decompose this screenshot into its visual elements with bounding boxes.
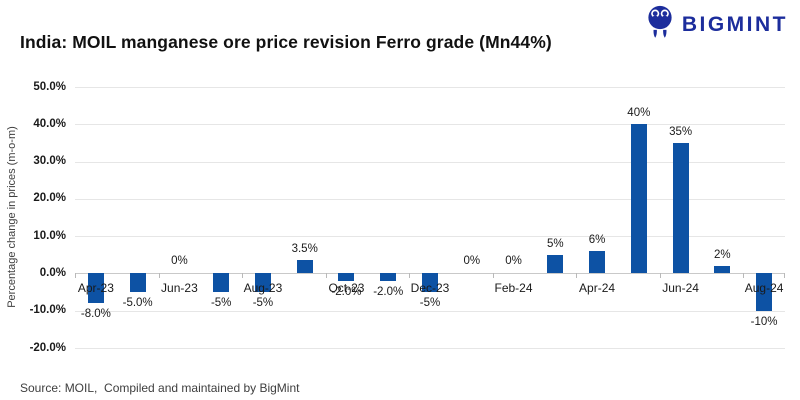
x-axis-label-Oct-23: Oct-23 [328,281,365,296]
x-axis-label-Jun-23: Jun-23 [161,281,198,296]
bigmint-people-icon [645,4,675,45]
x-axis-label-Dec-23: Dec-23 [410,281,450,296]
data-label-Sep-23: 3.5% [291,243,318,256]
data-label-Jul-23: -5% [210,297,232,310]
data-label-Nov-23: -2.0% [373,285,404,298]
gridline [75,348,785,349]
y-axis-tick-label: -20.0% [29,341,66,354]
bigmint-logo: BIGMINT [645,4,788,45]
gridline [75,124,785,126]
source-note: Source: MOIL, Compiled and maintained by… [20,381,300,395]
gridline [75,87,785,88]
data-label-Dec-23: -5% [419,297,441,310]
x-axis-tick-mark [158,273,160,279]
x-axis-tick-mark [576,273,578,279]
x-axis-tick-mark [743,273,745,279]
data-label-Jun-24: 35% [669,125,693,138]
x-axis-label-Aug-23: Aug-23 [243,281,283,296]
bar-Oct-23[interactable] [338,273,355,281]
y-axis-tick-label: -10.0% [29,304,66,317]
bar-Aug-23[interactable] [254,273,271,293]
y-axis-tick-label: 40.0% [33,117,66,130]
x-axis-tick-mark [409,273,411,279]
bar-Jun-24[interactable] [672,142,689,274]
x-axis-tick-mark [784,273,785,279]
data-label-Mar-24: 5% [546,237,564,250]
data-label-May-24: 40% [627,107,651,120]
bar-May-23[interactable] [129,273,146,293]
gridline [75,236,785,238]
brand-name: BIGMINT [681,12,788,36]
y-axis-tick-label: 30.0% [33,155,66,168]
data-label-Oct-23: -2.0% [331,285,362,298]
bar-Mar-24[interactable] [547,254,564,274]
y-axis-tick-label: 10.0% [33,229,66,242]
x-axis-label-Apr-24: Apr-24 [579,281,616,296]
plot-area: -8.0% -5.0% 0% -5% -5% 3.5% -2.0% -2.0% -5% 0% 0% 5… [75,87,785,349]
data-label-Apr-24: 6% [588,234,606,247]
bar-Apr-24[interactable] [589,251,606,274]
data-label-Aug-24: -10% [750,315,778,328]
bar-Nov-23[interactable] [380,273,397,281]
x-axis-label-Apr-23: Apr-23 [77,281,114,296]
y-axis-tick-label: 20.0% [33,192,66,205]
bar-May-24[interactable] [630,124,647,274]
y-axis-tick-label: 0.0% [39,266,66,279]
gridline [75,310,785,312]
x-axis-tick-mark [242,273,244,279]
bar-Jul-23[interactable] [213,273,230,293]
bar-Jul-24[interactable] [714,265,731,274]
bar-Aug-24[interactable] [756,273,773,311]
x-axis-tick-mark [325,273,327,279]
x-axis-label-Aug-24: Aug-24 [744,281,784,296]
x-axis-label-Feb-24: Feb-24 [494,281,533,296]
x-axis-tick-mark [659,273,661,279]
x-axis-tick-mark [492,273,494,279]
data-label-Aug-23: -5% [252,297,274,310]
bar-Dec-23[interactable] [422,273,438,293]
gridline [75,198,785,200]
y-axis-tick-label: 50.0% [33,80,66,93]
x-axis-tick-mark [75,273,76,279]
x-axis-label-Jun-24: Jun-24 [662,281,699,296]
data-label-Jan-24: 0% [463,255,481,268]
bar-Apr-23[interactable] [87,273,104,304]
bar-Sep-23[interactable] [296,260,313,274]
data-label-Apr-23: -8.0% [80,308,111,321]
data-label-Jun-23: 0% [171,255,188,268]
gridline [75,161,785,163]
data-label-Jul-24: 2% [714,248,731,261]
data-label-May-23: -5.0% [122,297,153,310]
chart-title: India: MOIL manganese ore price revision… [20,32,552,52]
data-label-Feb-24: 0% [505,255,522,268]
